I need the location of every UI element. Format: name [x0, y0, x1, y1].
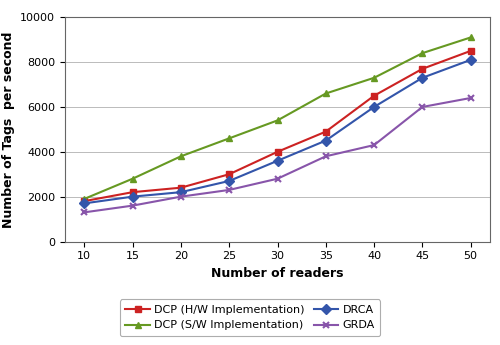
Y-axis label: Number of Tags  per second: Number of Tags per second	[2, 31, 15, 228]
DCP (S/W Implementation)	[468, 36, 473, 40]
DRCA	[178, 190, 184, 194]
DRCA	[371, 105, 377, 109]
X-axis label: Number of readers: Number of readers	[211, 267, 344, 280]
GRDA	[274, 177, 280, 181]
GRDA	[323, 154, 329, 158]
DCP (H/W Implementation)	[130, 190, 136, 194]
DCP (H/W Implementation)	[82, 199, 87, 203]
DCP (S/W Implementation)	[323, 91, 329, 96]
DCP (H/W Implementation)	[371, 93, 377, 98]
DCP (H/W Implementation)	[420, 67, 426, 71]
Line: DRCA: DRCA	[81, 56, 474, 207]
DRCA	[82, 201, 87, 205]
DCP (S/W Implementation)	[420, 51, 426, 55]
DCP (S/W Implementation)	[274, 118, 280, 122]
GRDA	[82, 210, 87, 214]
DCP (H/W Implementation)	[226, 172, 232, 176]
DRCA	[323, 138, 329, 143]
GRDA	[178, 195, 184, 199]
DCP (H/W Implementation)	[274, 150, 280, 154]
Line: GRDA: GRDA	[81, 95, 474, 216]
GRDA	[468, 96, 473, 100]
DCP (S/W Implementation)	[226, 136, 232, 140]
DCP (S/W Implementation)	[178, 154, 184, 158]
DRCA	[468, 58, 473, 62]
GRDA	[371, 143, 377, 147]
DCP (S/W Implementation)	[130, 177, 136, 181]
DRCA	[130, 195, 136, 199]
DRCA	[226, 179, 232, 183]
DCP (H/W Implementation)	[178, 186, 184, 190]
DCP (S/W Implementation)	[82, 197, 87, 201]
GRDA	[420, 105, 426, 109]
Line: DCP (H/W Implementation): DCP (H/W Implementation)	[81, 47, 474, 205]
Line: DCP (S/W Implementation): DCP (S/W Implementation)	[81, 34, 474, 203]
GRDA	[130, 204, 136, 208]
DCP (H/W Implementation)	[468, 49, 473, 53]
DRCA	[274, 159, 280, 163]
Legend: DCP (H/W Implementation), DCP (S/W Implementation), DRCA, GRDA: DCP (H/W Implementation), DCP (S/W Imple…	[120, 299, 380, 336]
DRCA	[420, 76, 426, 80]
GRDA	[226, 188, 232, 192]
DCP (H/W Implementation)	[323, 130, 329, 134]
DCP (S/W Implementation)	[371, 76, 377, 80]
